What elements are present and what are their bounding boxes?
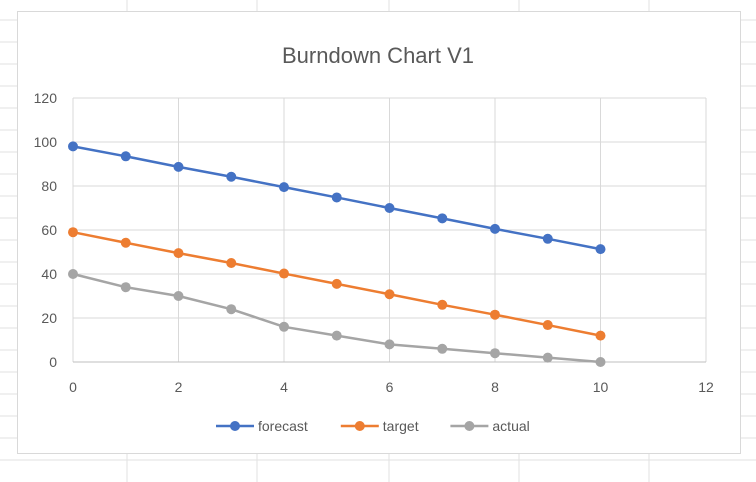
- target-point[interactable]: [68, 227, 78, 238]
- y-tick-label: 120: [34, 90, 58, 106]
- forecast-point[interactable]: [437, 213, 448, 224]
- actual-point[interactable]: [68, 269, 78, 279]
- forecast-point[interactable]: [279, 182, 289, 193]
- forecast-point[interactable]: [120, 151, 131, 162]
- y-tick-label: 0: [49, 354, 57, 370]
- target-point[interactable]: [173, 248, 184, 259]
- x-tick-label: 4: [280, 379, 288, 395]
- y-tick-label: 40: [41, 266, 57, 282]
- actual-point[interactable]: [595, 357, 606, 367]
- y-tick-label: 80: [41, 178, 57, 194]
- target-point[interactable]: [279, 268, 289, 279]
- gridlines: [72, 97, 707, 363]
- actual-point[interactable]: [542, 352, 553, 363]
- actual-point[interactable]: [279, 321, 289, 332]
- y-tick-label: 20: [41, 310, 57, 326]
- x-tick-label: 10: [593, 379, 609, 395]
- actual-point[interactable]: [120, 282, 131, 293]
- axes: 0 20 40 60 80 100 120 0 2 4 6 8 10 12: [34, 90, 714, 395]
- plot-series: [68, 141, 606, 367]
- legend: forecast target actual: [216, 418, 530, 434]
- legend-entry-target[interactable]: target: [340, 418, 419, 434]
- target-point[interactable]: [437, 299, 448, 310]
- forecast-point[interactable]: [384, 203, 395, 213]
- forecast-point[interactable]: [331, 192, 342, 203]
- series-actual[interactable]: [68, 269, 606, 367]
- legend-entry-actual[interactable]: actual: [450, 418, 530, 434]
- forecast-point[interactable]: [595, 244, 606, 255]
- target-point[interactable]: [490, 309, 500, 320]
- target-point[interactable]: [226, 258, 237, 268]
- series-forecast[interactable]: [68, 141, 606, 255]
- forecast-point[interactable]: [173, 161, 184, 172]
- target-point[interactable]: [542, 320, 553, 331]
- actual-point[interactable]: [384, 339, 395, 350]
- legend-label: forecast: [258, 418, 308, 434]
- forecast-point[interactable]: [490, 223, 500, 234]
- chart-title: Burndown Chart V1: [282, 43, 474, 68]
- chart-area[interactable]: [17, 11, 741, 454]
- y-tick-label: 60: [41, 222, 57, 238]
- x-tick-label: 6: [386, 379, 394, 395]
- legend-label: target: [383, 418, 419, 434]
- target-point[interactable]: [120, 237, 131, 248]
- actual-point[interactable]: [490, 348, 500, 359]
- legend-swatch-marker: [464, 421, 475, 431]
- legend-swatch-marker: [230, 421, 240, 431]
- target-point[interactable]: [595, 330, 606, 341]
- actual-point[interactable]: [173, 291, 184, 301]
- legend-entry-forecast[interactable]: forecast: [216, 418, 308, 434]
- forecast-point[interactable]: [68, 141, 78, 152]
- legend-label: actual: [492, 418, 529, 434]
- x-tick-label: 2: [175, 379, 183, 395]
- y-tick-label: 100: [34, 134, 58, 150]
- x-tick-label: 8: [491, 379, 499, 395]
- series-target[interactable]: [68, 227, 606, 341]
- actual-point[interactable]: [331, 330, 342, 341]
- target-point[interactable]: [331, 278, 342, 289]
- actual-point[interactable]: [437, 343, 448, 354]
- target-point[interactable]: [384, 289, 395, 300]
- x-tick-label: 12: [698, 379, 714, 395]
- legend-swatch-marker: [354, 421, 365, 431]
- forecast-point[interactable]: [542, 233, 553, 244]
- forecast-point[interactable]: [226, 171, 237, 182]
- actual-point[interactable]: [226, 304, 237, 315]
- x-tick-label: 0: [69, 379, 77, 395]
